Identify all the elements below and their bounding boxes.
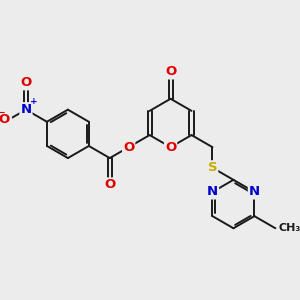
Text: +: +	[30, 97, 38, 106]
Text: −: −	[0, 108, 5, 117]
Text: CH₃: CH₃	[278, 223, 300, 233]
Text: N: N	[20, 103, 32, 116]
Text: O: O	[20, 76, 32, 89]
Text: N: N	[249, 185, 260, 198]
Text: O: O	[123, 141, 134, 154]
Text: O: O	[0, 113, 9, 126]
Text: O: O	[165, 141, 176, 154]
Text: S: S	[208, 161, 217, 174]
Text: N: N	[207, 185, 218, 198]
Text: O: O	[165, 65, 176, 78]
Text: O: O	[104, 178, 116, 191]
